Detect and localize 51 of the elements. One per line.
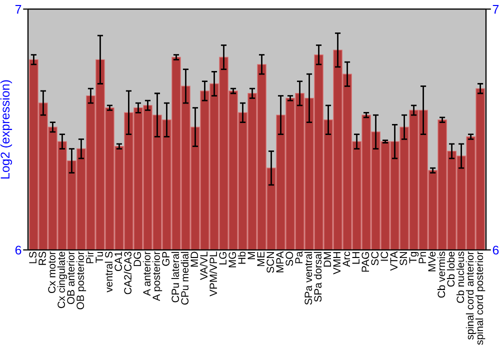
x-tick-label: ME xyxy=(257,252,264,266)
x-tick-label: Pa xyxy=(295,251,303,264)
x-tick-label: SO xyxy=(286,252,294,266)
x-tick-label: GP xyxy=(162,252,170,266)
x-tick-label: VPM/VPL xyxy=(209,252,218,296)
x-tick-label: DM xyxy=(324,252,331,267)
x-tick-label: PAG xyxy=(362,252,370,272)
x-tick-label: RS xyxy=(38,252,46,265)
x-tick-label: CPu lateral xyxy=(171,252,180,302)
x-tick-label: Pir xyxy=(86,251,94,264)
x-tick-label: MD xyxy=(190,252,198,267)
x-tick-label: LS xyxy=(29,252,36,264)
x-tick-label: spinal cord posterior xyxy=(475,251,486,345)
x-tick-label: SPa ventral xyxy=(304,252,312,305)
y2-tick-label: 6 xyxy=(492,246,499,255)
x-tick-label: SPa dorsal xyxy=(314,252,322,302)
x-tick-label: VTA xyxy=(390,251,398,271)
x-tick-label: OB posterior xyxy=(76,251,86,310)
x-tick-label: Cb vermis xyxy=(437,252,446,298)
x-tick-label: Cb nucleus xyxy=(456,252,464,303)
x-tick-label: Cx cingulate xyxy=(57,252,68,308)
x-tick-label: MPA xyxy=(276,251,284,272)
x-tick-label: CPu medial xyxy=(180,252,189,305)
x-tick-label: A posterior xyxy=(152,251,162,302)
x-tick-label: IC xyxy=(380,252,388,261)
x-tick-label: Cb lobe xyxy=(446,252,455,287)
x-tick-label: VA/VL xyxy=(200,252,208,280)
x-tick-label: Pn xyxy=(418,252,426,264)
x-tick-label: Cx motor xyxy=(48,251,56,294)
x-tick-label: ventral S xyxy=(104,252,113,292)
x-tick-label: Tu xyxy=(96,252,104,263)
x-tick-label: VMH xyxy=(333,252,340,274)
x-tick-label: Tg xyxy=(409,252,419,264)
x-tick-label: CA2/CA3 xyxy=(124,252,132,294)
x-tick-label: DG xyxy=(134,252,142,266)
x-tick-label: Arc xyxy=(342,252,350,267)
y2-tick-label: 7 xyxy=(492,5,499,14)
x-tick-label: M xyxy=(248,252,255,260)
x-tick-label: LG xyxy=(219,252,227,264)
x-tick-label: SN xyxy=(400,252,408,266)
x-tick-label: MG xyxy=(228,252,236,268)
y-axis-title: Log2 (expression) xyxy=(0,80,12,178)
x-tick-label: SCN xyxy=(266,252,274,273)
x-tick-label: OB anterior xyxy=(66,251,75,304)
x-tick-label: SC xyxy=(371,252,379,266)
x-tick-label: A anterior xyxy=(142,251,151,296)
x-tick-label: spinal cord anterior xyxy=(466,251,476,340)
x-tick-label: MVe xyxy=(428,252,436,272)
x-tick-label: LH xyxy=(352,252,360,264)
x-tick-label: Hb xyxy=(238,252,246,264)
x-tick-label: CA1 xyxy=(114,252,122,272)
